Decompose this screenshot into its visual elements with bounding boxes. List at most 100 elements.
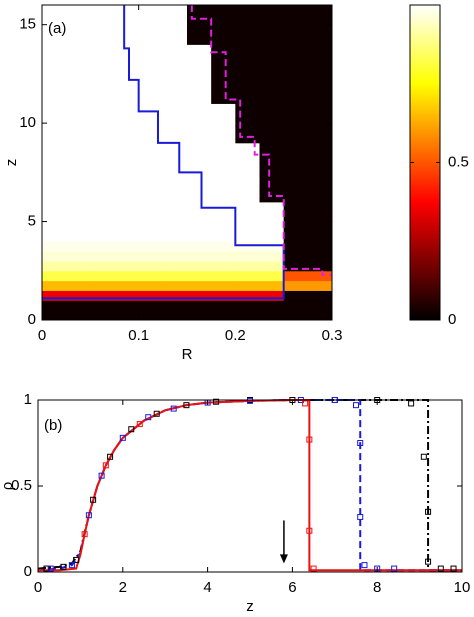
marker	[408, 400, 415, 407]
marker	[450, 565, 457, 572]
heatmap-cell	[235, 251, 260, 262]
heatmap-cell	[187, 83, 212, 104]
heatmap-cell	[42, 182, 91, 203]
heatmap-cell	[42, 83, 91, 104]
heatmap-cell	[235, 162, 260, 183]
heatmap-cell	[187, 270, 212, 282]
colorbar-tick-label: 0	[448, 311, 456, 328]
heatmap-cell	[235, 123, 260, 144]
heatmap-cell	[235, 24, 260, 45]
heatmap-cell	[259, 221, 285, 242]
heatmap-cell	[283, 251, 333, 262]
heatmap-cell	[42, 221, 91, 242]
heatmap-cell	[259, 123, 285, 144]
heatmap-cell	[42, 260, 91, 272]
heatmap-cell	[42, 241, 91, 252]
boundary-line	[42, 5, 285, 300]
heatmap-cell	[259, 201, 285, 223]
heatmap-cell	[283, 83, 333, 104]
heatmap-cell	[187, 241, 212, 252]
heatmap-cell	[235, 103, 260, 124]
heatmap-cell	[211, 103, 236, 124]
heatmap-cell	[211, 64, 236, 85]
heatmap-cell	[42, 270, 91, 282]
marker	[425, 558, 432, 565]
heatmap-cell	[211, 251, 236, 262]
heatmap-cell	[187, 280, 212, 291]
heatmap-cell	[283, 270, 333, 282]
heatmap-cell	[235, 221, 260, 242]
heatmap-cell	[283, 290, 333, 301]
marker	[43, 565, 50, 572]
marker	[128, 426, 135, 433]
heatmap-cell	[138, 83, 164, 104]
heatmap-cell	[90, 44, 140, 65]
heatmap-cell	[90, 241, 140, 252]
heatmap-cell	[90, 123, 140, 144]
heatmap-cell	[42, 24, 91, 45]
heatmap-cell	[259, 260, 285, 272]
heatmap-cell	[211, 290, 236, 301]
heatmap-cell	[259, 64, 285, 85]
heatmap-cell	[42, 64, 91, 85]
heatmap-cell	[138, 64, 164, 85]
heatmap-cell	[283, 300, 333, 321]
y-tick-label: 0.5	[11, 477, 32, 494]
heatmap-cell	[90, 5, 140, 26]
heatmap-cell	[90, 221, 140, 242]
x-tick-label: 0	[38, 327, 46, 344]
heatmap-cell	[235, 290, 260, 301]
heatmap-cell	[90, 270, 140, 282]
heatmap-cell	[211, 24, 236, 45]
marker	[47, 565, 54, 572]
y-tick-label: 0	[24, 563, 32, 580]
y-tick-label: 5	[28, 213, 36, 230]
heatmap-cell	[187, 260, 212, 272]
marker	[425, 508, 432, 515]
heatmap-cell	[90, 290, 140, 301]
heatmap-cell	[259, 270, 285, 282]
heatmap-cell	[283, 221, 333, 242]
heatmap-cell	[211, 280, 236, 291]
heatmap-cell	[42, 162, 91, 183]
heatmap-cell	[138, 201, 164, 223]
marker	[136, 421, 143, 428]
heatmap-cell	[138, 103, 164, 124]
marker	[310, 565, 317, 572]
marker	[437, 565, 444, 572]
x-tick-label: 6	[288, 579, 296, 596]
heatmap-cell	[138, 221, 164, 242]
heatmap-cell	[90, 142, 140, 163]
heatmap-cell	[162, 300, 188, 321]
heatmap-cell	[211, 260, 236, 272]
heatmap-cell	[187, 290, 212, 301]
x-tick-label: 0.2	[225, 327, 246, 344]
x-tick-label: 0.1	[128, 327, 149, 344]
colorbar	[409, 4, 441, 321]
y-tick-label: 0	[28, 311, 36, 328]
heatmap-cell	[42, 290, 91, 301]
heatmap-cell	[42, 280, 91, 291]
heatmap-cell	[162, 221, 188, 242]
marker	[60, 563, 67, 570]
heatmap-cell	[42, 300, 91, 321]
heatmap-cell	[259, 300, 285, 321]
heatmap-cell	[283, 64, 333, 85]
heatmap-cell	[235, 260, 260, 272]
y-tick-label: 15	[19, 16, 36, 33]
marker	[81, 531, 88, 538]
heatmap-cell	[138, 123, 164, 144]
heatmap-cell	[162, 241, 188, 252]
x-tick-label: 0	[34, 579, 42, 596]
heatmap-cell	[259, 103, 285, 124]
plot-frame	[37, 399, 463, 573]
heatmap-cell	[90, 162, 140, 183]
heatmap-cell	[283, 201, 333, 223]
heatmap-cell	[259, 182, 285, 203]
heatmap-cell	[138, 270, 164, 282]
heatmap-cell	[259, 142, 285, 163]
marker	[102, 462, 109, 469]
heatmap-cell	[211, 182, 236, 203]
marker	[145, 414, 152, 421]
heatmap-cell	[90, 280, 140, 291]
